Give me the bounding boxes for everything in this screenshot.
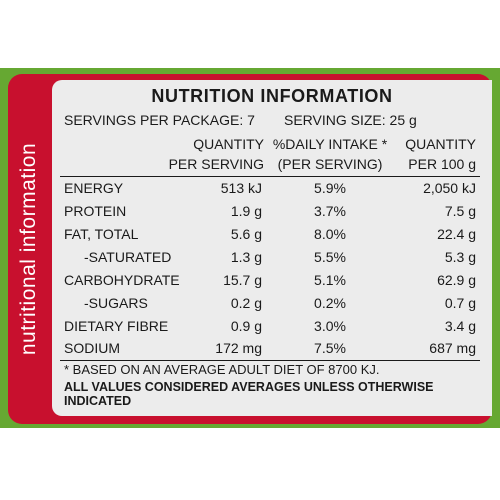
column-header-daily-intake: %DAILY INTAKE * (PER SERVING) [268, 134, 392, 174]
per-100g-value: 2,050 kJ [423, 180, 476, 196]
header-divider [60, 176, 480, 177]
table-row: PROTEIN 1.9 g 3.7% 7.5 g [0, 203, 500, 225]
daily-intake-value: 3.0% [314, 318, 346, 334]
per-serving-value: 1.9 g [230, 203, 262, 219]
serving-size: SERVING SIZE: 25 g [284, 112, 417, 128]
column-header-per-100g: QUANTITY PER 100 g [392, 134, 476, 174]
per-serving-value: 172 mg [215, 340, 262, 356]
daily-intake-value: 3.7% [314, 203, 346, 219]
daily-intake-value: 7.5% [314, 340, 346, 356]
daily-intake-value: 5.9% [314, 180, 346, 196]
nutrient-name: DIETARY FIBRE [64, 318, 169, 334]
table-row: -SATURATED 1.3 g 5.5% 5.3 g [0, 249, 500, 271]
column-header-line: %DAILY INTAKE * [272, 136, 388, 152]
per-100g-value: 0.7 g [444, 295, 476, 311]
table-row: ENERGY 513 kJ 5.9% 2,050 kJ [0, 180, 500, 202]
per-100g-value: 5.3 g [444, 249, 476, 265]
column-header-per-serving: QUANTITY PER SERVING [158, 134, 264, 174]
column-header-line: (PER SERVING) [277, 156, 383, 172]
table-row: CARBOHYDRATE 15.7 g 5.1% 62.9 g [0, 272, 500, 294]
nutrient-name: FAT, TOTAL [64, 226, 139, 242]
nutrient-name: CARBOHYDRATE [64, 272, 180, 288]
nutrient-name: -SUGARS [84, 295, 148, 311]
table-row: SODIUM 172 mg 7.5% 687 mg [0, 340, 500, 362]
nutrient-name: -SATURATED [84, 249, 172, 265]
per-serving-value: 1.3 g [230, 249, 262, 265]
servings-per-package: SERVINGS PER PACKAGE: 7 [64, 112, 255, 128]
averages-disclaimer: ALL VALUES CONSIDERED AVERAGES UNLESS OT… [64, 380, 434, 408]
per-serving-value: 5.6 g [230, 226, 262, 242]
daily-intake-value: 8.0% [314, 226, 346, 242]
table-row: DIETARY FIBRE 0.9 g 3.0% 3.4 g [0, 318, 500, 340]
footnote: * BASED ON AN AVERAGE ADULT DIET OF 8700… [64, 362, 380, 377]
per-100g-value: 7.5 g [444, 203, 476, 219]
daily-intake-value: 5.1% [314, 272, 346, 288]
table-row: FAT, TOTAL 5.6 g 8.0% 22.4 g [0, 226, 500, 248]
per-serving-value: 0.9 g [230, 318, 262, 334]
footer-divider [60, 360, 480, 361]
daily-intake-value: 0.2% [314, 295, 346, 311]
table-row: -SUGARS 0.2 g 0.2% 0.7 g [0, 295, 500, 317]
per-serving-value: 0.2 g [230, 295, 262, 311]
nutrient-name: ENERGY [64, 180, 124, 196]
per-serving-value: 513 kJ [220, 180, 262, 196]
column-header-line: QUANTITY [193, 136, 264, 152]
nutrient-name: SODIUM [64, 340, 120, 356]
column-header-line: QUANTITY [405, 136, 476, 152]
column-header-line: PER SERVING [168, 156, 264, 172]
per-100g-value: 62.9 g [437, 272, 476, 288]
per-serving-value: 15.7 g [223, 272, 262, 288]
per-100g-value: 3.4 g [444, 318, 476, 334]
panel-title: NUTRITION INFORMATION [151, 86, 393, 106]
per-100g-value: 22.4 g [437, 226, 476, 242]
nutrient-name: PROTEIN [64, 203, 127, 219]
column-header-line: PER 100 g [408, 156, 476, 172]
per-100g-value: 687 mg [429, 340, 476, 356]
daily-intake-value: 5.5% [314, 249, 346, 265]
